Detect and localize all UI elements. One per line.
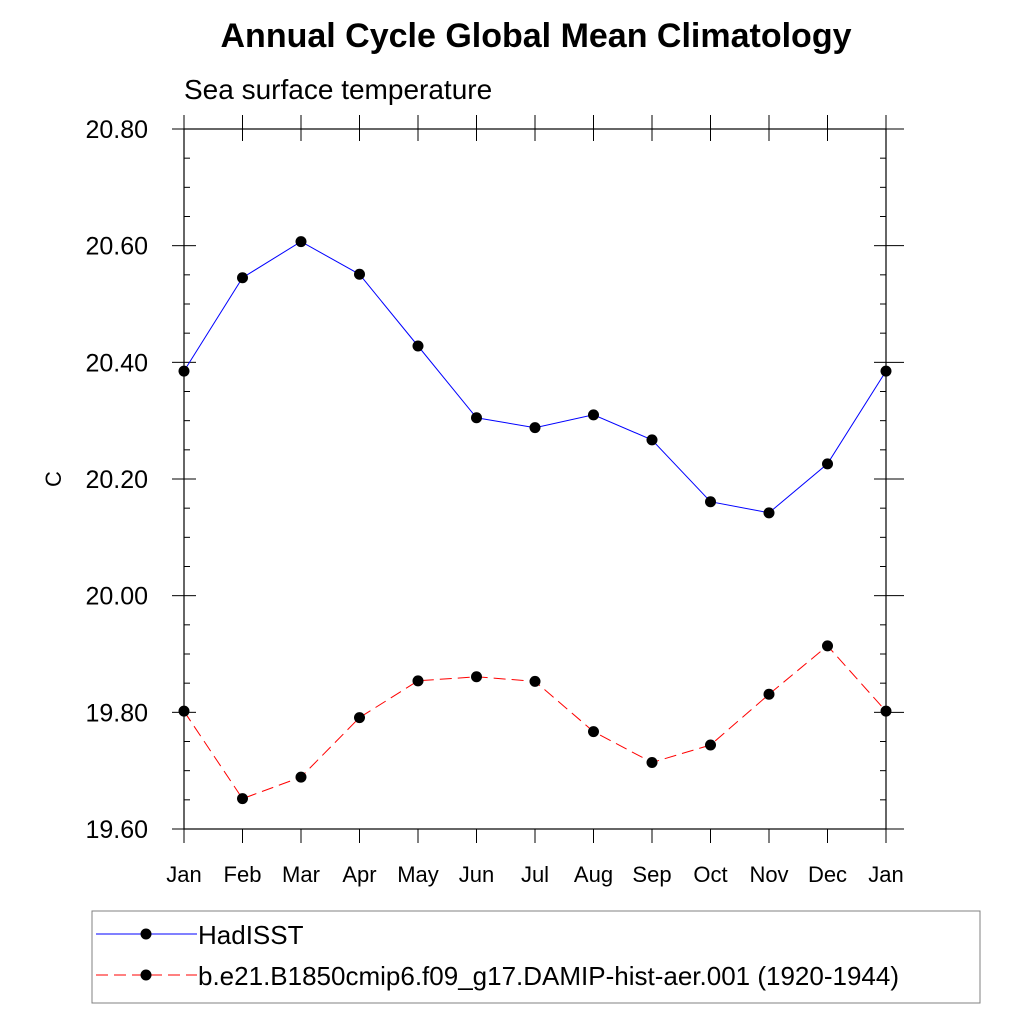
x-tick-label: Feb — [224, 862, 262, 887]
data-point — [412, 340, 424, 352]
y-axis-label: C — [41, 471, 66, 487]
data-point — [763, 688, 775, 700]
data-point — [588, 726, 599, 738]
data-point — [763, 507, 775, 519]
series-layer — [178, 236, 892, 805]
chart-title: Annual Cycle Global Mean Climatology — [221, 17, 852, 55]
axis-ticks — [172, 115, 904, 843]
x-tick-labels: Jan Feb Mar Apr May Jun Jul Aug Sep Oct Nov Dec Jan — [166, 862, 903, 887]
data-point — [880, 705, 892, 717]
legend-label-hadisst: HadISST — [198, 920, 304, 950]
series-line — [183, 645, 887, 800]
data-point — [178, 705, 190, 717]
y-tick-label: 19.60 — [85, 816, 148, 844]
plot-frame — [183, 128, 887, 830]
data-point — [178, 365, 190, 377]
data-point — [705, 739, 716, 751]
data-point — [295, 236, 307, 248]
y-tick-label: 20.40 — [85, 349, 148, 377]
data-point — [295, 771, 307, 783]
y-tick-label: 20.60 — [85, 233, 148, 261]
data-point — [237, 272, 248, 284]
chart-subtitle: Sea surface temperature — [184, 74, 492, 105]
y-tick-label: 20.80 — [85, 116, 148, 144]
y-tick-label: 20.20 — [85, 466, 148, 494]
y-tick-label: 19.80 — [85, 699, 148, 727]
x-tick-label: Nov — [749, 862, 788, 887]
legend-marker-hadisst — [140, 928, 152, 940]
legend-box — [91, 910, 981, 1004]
x-tick-label: Jun — [459, 862, 494, 887]
data-point — [412, 675, 424, 687]
data-point — [588, 409, 599, 421]
y-tick-labels: 20.80 20.60 20.40 20.20 20.00 19.80 19.60 — [85, 116, 148, 844]
x-tick-label: May — [397, 862, 439, 887]
x-tick-label: Mar — [282, 862, 320, 887]
legend: HadISST b.e21.B1850cmip6.f09_g17.DAMIP-h… — [91, 910, 981, 1004]
data-point — [646, 434, 658, 446]
x-tick-label: Jan — [868, 862, 903, 887]
data-point — [354, 268, 365, 280]
data-point — [529, 422, 541, 434]
x-tick-label: Jul — [521, 862, 549, 887]
x-tick-label: Sep — [632, 862, 671, 887]
series-line — [183, 241, 887, 514]
data-point — [471, 412, 482, 424]
data-point — [529, 675, 541, 687]
legend-marker-model — [140, 969, 152, 981]
x-tick-label: Dec — [808, 862, 847, 887]
data-point — [822, 640, 833, 652]
data-point — [471, 671, 482, 683]
data-point — [705, 496, 716, 508]
x-tick-label: Jan — [166, 862, 201, 887]
x-tick-label: Aug — [574, 862, 613, 887]
data-point — [822, 458, 833, 470]
x-tick-label: Apr — [342, 862, 376, 887]
x-tick-label: Oct — [693, 862, 727, 887]
data-point — [237, 793, 248, 805]
data-point — [354, 712, 365, 724]
y-tick-label: 20.00 — [85, 583, 148, 611]
data-point — [880, 365, 892, 377]
data-point — [646, 757, 658, 768]
legend-label-model: b.e21.B1850cmip6.f09_g17.DAMIP-hist-aer.… — [198, 961, 899, 991]
